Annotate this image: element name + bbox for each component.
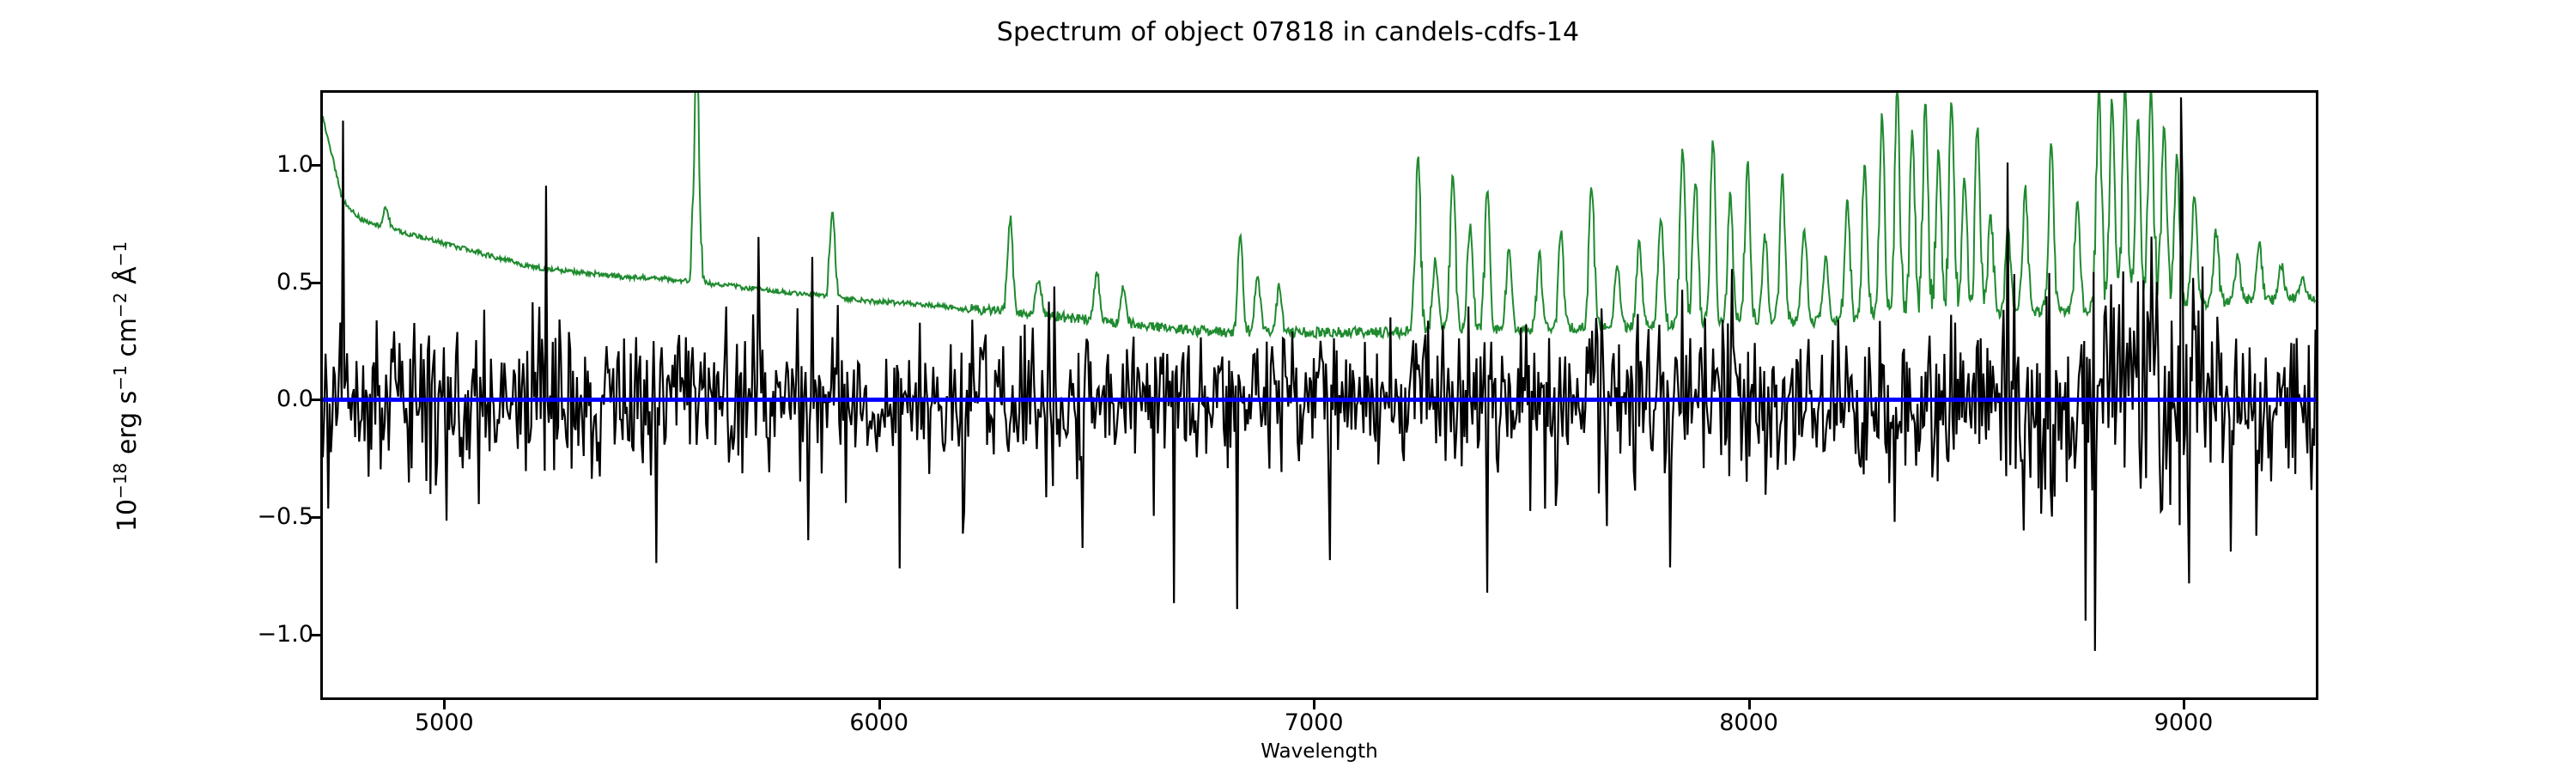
observed-flux-line xyxy=(323,97,2316,650)
y-tick-mark xyxy=(311,399,320,402)
y-tick-label: 0.5 xyxy=(276,268,313,295)
figure-title: Spectrum of object 07818 in candels-cdfs… xyxy=(996,17,1580,47)
y-tick-label: −1.0 xyxy=(257,620,313,648)
x-tick-label: 7000 xyxy=(1284,709,1344,736)
y-tick-label: 1.0 xyxy=(276,151,313,179)
y-tick-label-group: 1.0 0.5 0.0 −0.5 −1.0 xyxy=(193,0,313,773)
y-tick-mark xyxy=(311,633,320,636)
x-tick-mark xyxy=(1747,700,1751,709)
x-tick-label: 9000 xyxy=(2154,709,2214,736)
x-tick-mark xyxy=(2183,700,2185,709)
y-axis-label: 10−18 erg s−1 cm−2 Å−1 xyxy=(110,240,143,533)
y-tick-label: 0.0 xyxy=(276,386,313,413)
y-axis-label-container: 10−18 erg s−1 cm−2 Å−1 xyxy=(94,0,146,773)
x-tick-mark xyxy=(443,700,447,709)
plot-area xyxy=(320,90,2318,700)
y-tick-label: −0.5 xyxy=(257,503,313,530)
x-tick-mark xyxy=(878,700,881,709)
spectrum-canvas xyxy=(323,93,2316,697)
y-tick-mark xyxy=(311,281,320,284)
x-tick-label: 5000 xyxy=(414,709,474,736)
x-axis-label: Wavelength xyxy=(1261,740,1378,763)
y-tick-mark xyxy=(311,516,320,519)
x-tick-mark xyxy=(1313,700,1316,709)
x-tick-label-group: 5000 6000 7000 8000 9000 xyxy=(0,711,2576,746)
error-spectrum-line xyxy=(323,93,2315,338)
y-tick-mark xyxy=(311,164,320,167)
x-tick-label: 6000 xyxy=(849,709,909,736)
x-tick-label: 8000 xyxy=(1719,709,1778,736)
